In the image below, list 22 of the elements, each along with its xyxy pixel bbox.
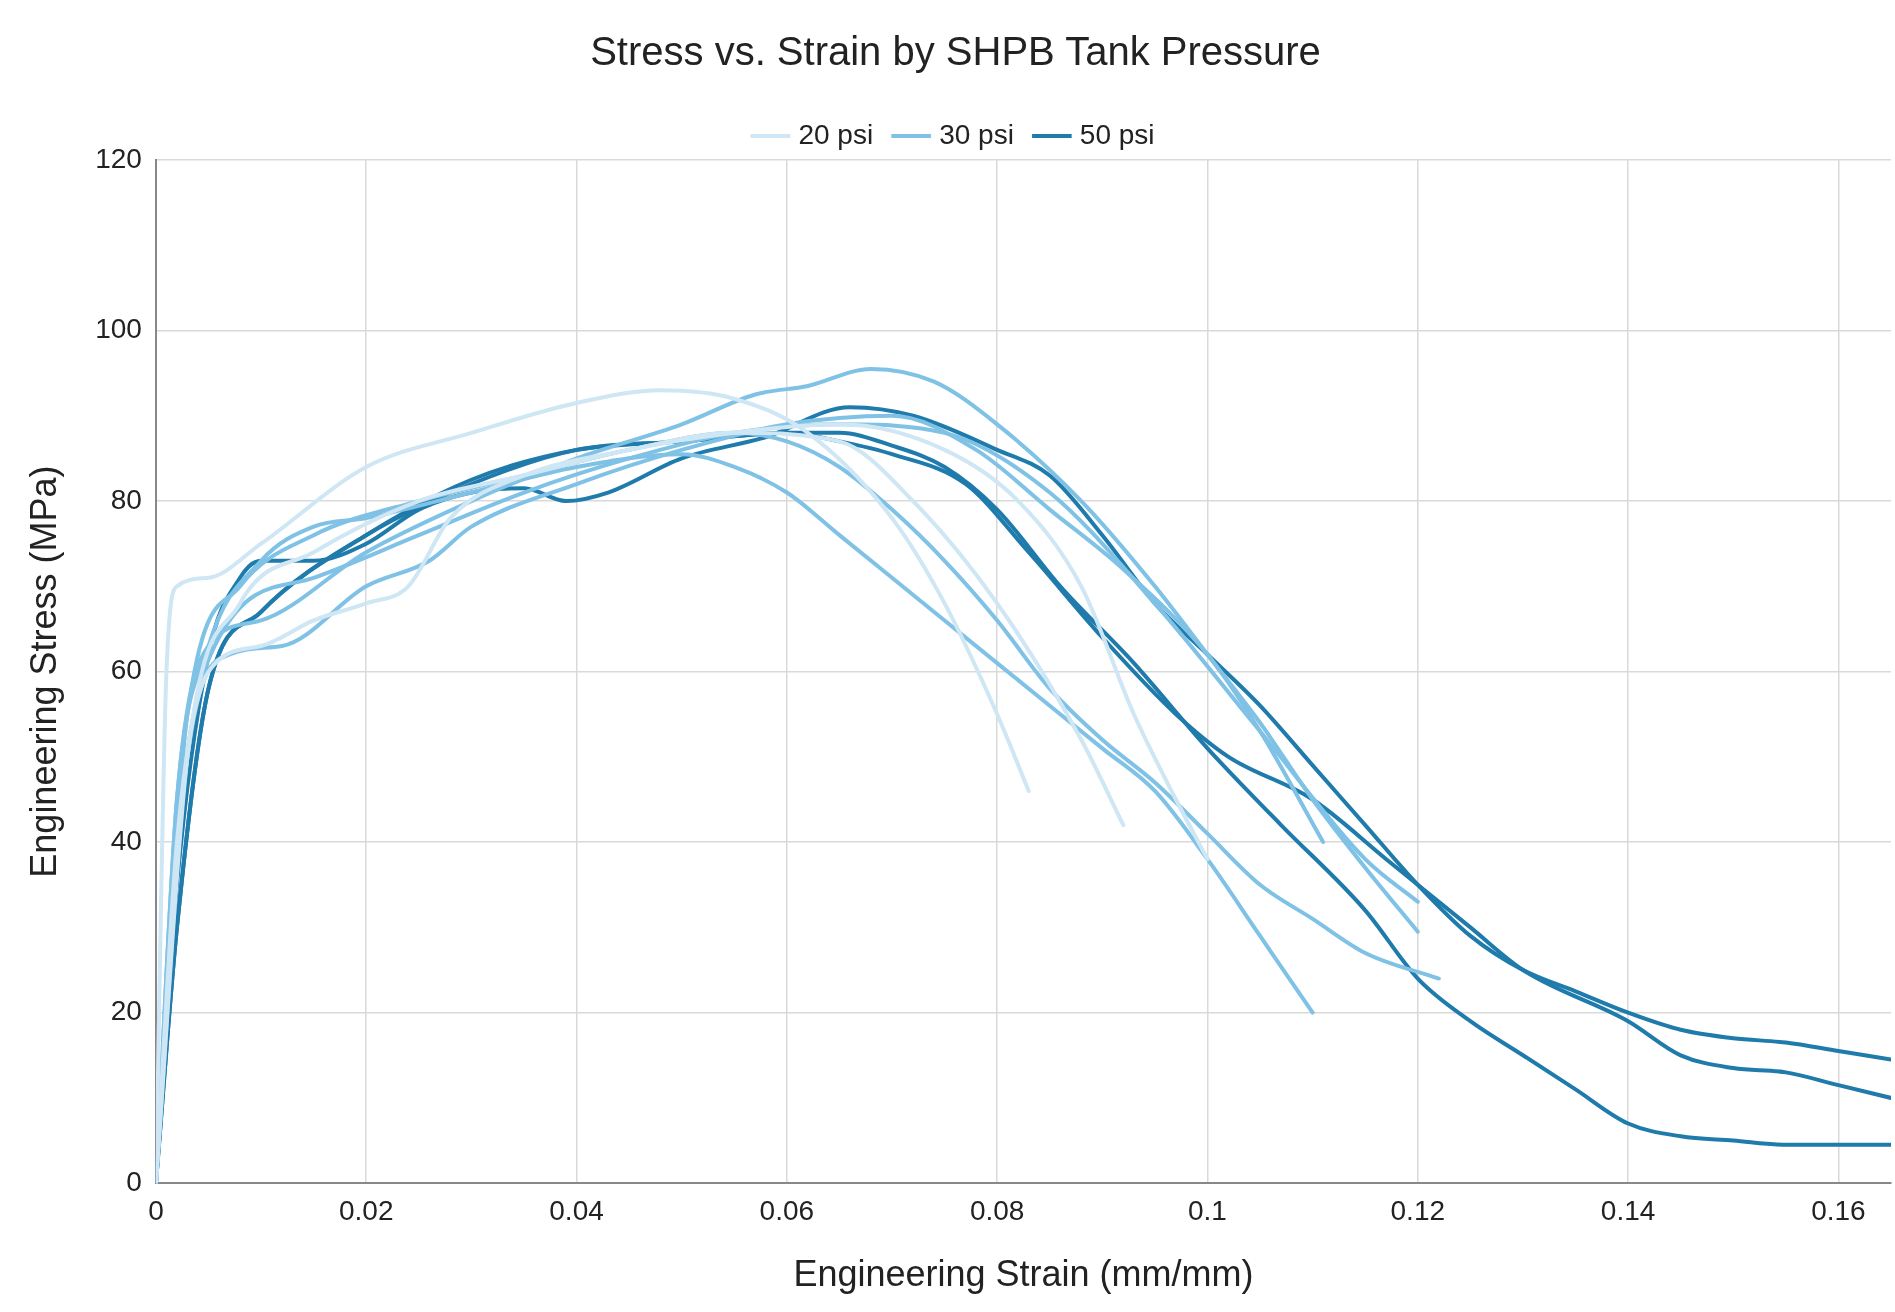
x-tick-label: 0.14	[1600, 1194, 1656, 1226]
y-tick-label: 60	[110, 654, 142, 686]
x-tick-label: 0	[148, 1194, 164, 1226]
x-tick-label: 0.1	[1188, 1194, 1227, 1226]
y-tick-label: 40	[110, 824, 142, 856]
y-tick-label: 100	[95, 313, 142, 345]
y-tick-label: 80	[110, 483, 142, 515]
legend-label: 20 psi	[798, 118, 874, 150]
x-tick-label: 0.12	[1390, 1194, 1446, 1226]
x-tick-label: 0.06	[759, 1194, 815, 1226]
y-tick-label: 20	[110, 995, 142, 1027]
legend-label: 30 psi	[939, 118, 1014, 150]
legend-label: 50 psi	[1079, 118, 1155, 150]
y-tick-label: 0	[126, 1165, 142, 1197]
y-tick-label: 120	[95, 142, 142, 174]
x-tick-label: 0.16	[1811, 1194, 1866, 1226]
x-axis-title: Engineering Strain (mm/mm)	[793, 1253, 1254, 1295]
x-tick-label: 0.08	[969, 1194, 1025, 1226]
chart-title: Stress vs. Strain by SHPB Tank Pressure	[590, 29, 1321, 74]
x-tick-label: 0.02	[338, 1194, 394, 1226]
x-tick-label: 0.04	[549, 1194, 604, 1226]
y-axis-title: Engineering Stress (MPa)	[22, 465, 64, 878]
